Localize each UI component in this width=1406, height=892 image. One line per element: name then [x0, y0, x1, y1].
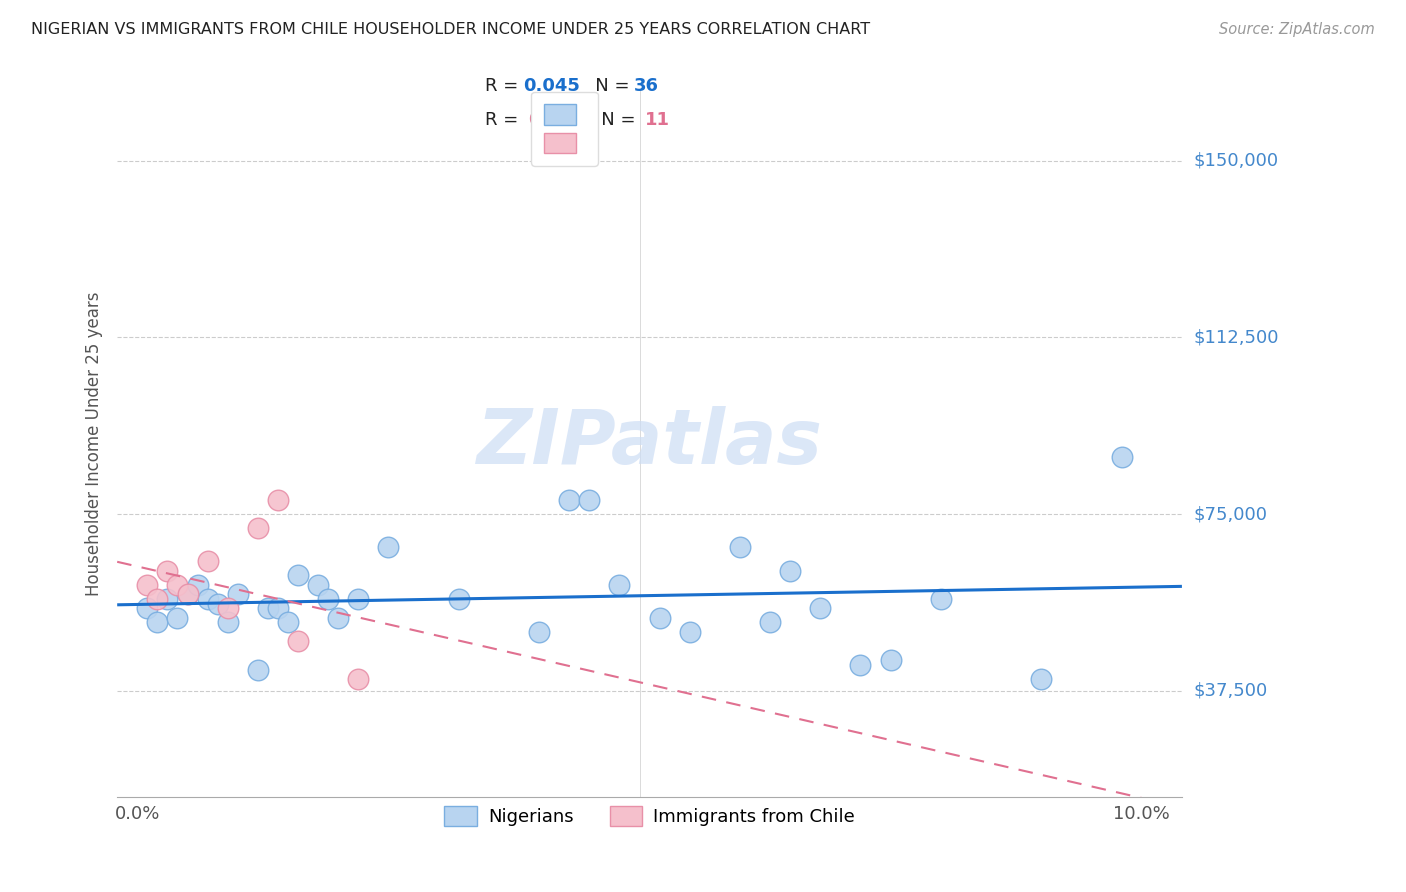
Point [226, 587, 249, 601]
Text: R =: R = [485, 78, 523, 95]
Text: R =: R = [485, 111, 529, 128]
Point [527, 624, 550, 639]
Text: Source: ZipAtlas.com: Source: ZipAtlas.com [1219, 22, 1375, 37]
Point [166, 610, 188, 624]
Point [609, 578, 631, 592]
Text: ZIPatlas: ZIPatlas [477, 407, 823, 480]
Text: 36: 36 [634, 78, 659, 95]
Text: $75,000: $75,000 [1194, 505, 1267, 523]
Point [187, 578, 209, 592]
Point [257, 601, 280, 615]
Point [759, 615, 782, 630]
Point [1031, 672, 1053, 686]
Point [578, 492, 600, 507]
Point [176, 587, 198, 601]
Point [217, 615, 239, 630]
Point [267, 601, 290, 615]
Point [347, 672, 370, 686]
Point [316, 591, 339, 606]
Point [648, 610, 671, 624]
Point [347, 591, 370, 606]
Point [146, 591, 169, 606]
Point [728, 540, 751, 554]
Text: N =: N = [583, 111, 647, 128]
Point [287, 634, 309, 648]
Text: N =: N = [578, 78, 636, 95]
Point [146, 615, 169, 630]
Point [679, 624, 702, 639]
Point [808, 601, 831, 615]
Point [849, 657, 872, 672]
Point [377, 540, 399, 554]
Text: $37,500: $37,500 [1194, 681, 1267, 699]
Point [176, 587, 198, 601]
Text: $112,500: $112,500 [1194, 328, 1278, 346]
Point [287, 568, 309, 582]
Point [307, 578, 329, 592]
Point [156, 591, 179, 606]
Point [267, 492, 290, 507]
Point [246, 521, 269, 535]
Point [156, 564, 179, 578]
Text: 0.045: 0.045 [523, 78, 579, 95]
Point [929, 591, 952, 606]
Point [277, 615, 299, 630]
Text: 0.217: 0.217 [529, 111, 585, 128]
Point [779, 564, 801, 578]
Point [136, 601, 159, 615]
Point [166, 578, 188, 592]
Point [1111, 450, 1133, 465]
Point [136, 578, 159, 592]
Point [197, 591, 219, 606]
Point [197, 554, 219, 568]
Point [207, 597, 229, 611]
Y-axis label: Householder Income Under 25 years: Householder Income Under 25 years [86, 291, 103, 596]
Legend: Nigerians, Immigrants from Chile: Nigerians, Immigrants from Chile [437, 798, 862, 834]
Text: $150,000: $150,000 [1194, 152, 1278, 169]
Point [217, 601, 239, 615]
Text: NIGERIAN VS IMMIGRANTS FROM CHILE HOUSEHOLDER INCOME UNDER 25 YEARS CORRELATION : NIGERIAN VS IMMIGRANTS FROM CHILE HOUSEH… [31, 22, 870, 37]
Point [447, 591, 470, 606]
Point [879, 653, 901, 667]
Point [246, 663, 269, 677]
Text: 11: 11 [645, 111, 671, 128]
Point [328, 610, 350, 624]
Point [558, 492, 581, 507]
